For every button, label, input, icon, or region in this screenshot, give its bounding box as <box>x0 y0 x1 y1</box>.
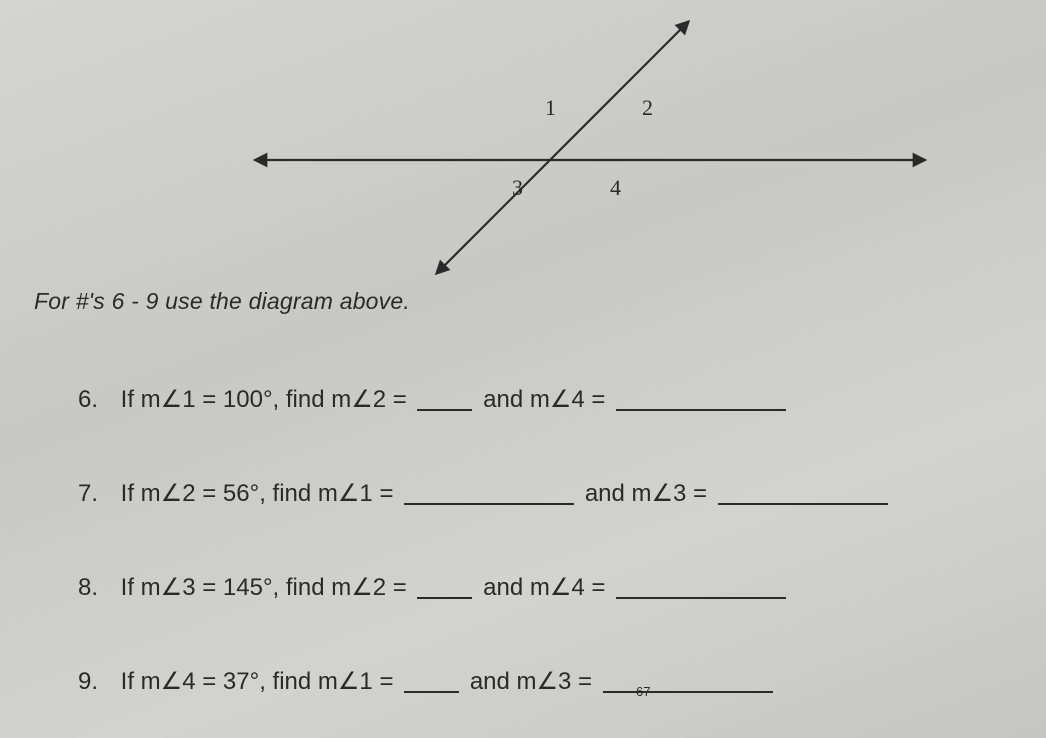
answer-blank[interactable] <box>404 478 574 505</box>
diagram-svg: 1 2 3 4 <box>230 10 930 280</box>
problem-9: 9. If m∠4 = 37°, find m∠1 = and m∠3 = 67 <box>78 662 978 696</box>
answer-blank[interactable] <box>417 572 472 599</box>
problem-text: If m∠4 = 37°, find m∠1 = <box>121 668 400 695</box>
problem-8: 8. If m∠3 = 145°, find m∠2 = and m∠4 = <box>78 568 978 602</box>
problem-number: 7. <box>78 480 114 508</box>
problem-text: If m∠2 = 56°, find m∠1 = <box>121 480 400 507</box>
angle-label-1: 1 <box>545 95 556 120</box>
answer-blank[interactable] <box>718 478 888 505</box>
answer-blank[interactable] <box>404 666 459 693</box>
problems-list: 6. If m∠1 = 100°, find m∠2 = and m∠4 = 7… <box>78 380 978 738</box>
problem-number: 8. <box>78 574 114 602</box>
diagram-slant-line <box>440 25 685 270</box>
answer-blank[interactable] <box>616 572 786 599</box>
angle-label-4: 4 <box>610 175 621 200</box>
answer-blank[interactable] <box>616 384 786 411</box>
problem-number: 6. <box>78 386 114 414</box>
answer-blank[interactable] <box>417 384 472 411</box>
problem-text: If m∠1 = 100°, find m∠2 = <box>121 386 414 413</box>
problem-7: 7. If m∠2 = 56°, find m∠1 = and m∠3 = <box>78 474 978 508</box>
answer-blank[interactable] <box>603 666 773 693</box>
angle-label-3: 3 <box>512 175 523 200</box>
problem-text: If m∠3 = 145°, find m∠2 = <box>121 574 414 601</box>
angle-label-2: 2 <box>642 95 653 120</box>
angle-diagram: 1 2 3 4 <box>230 10 930 270</box>
handwritten-overwrite: 67 <box>636 684 650 699</box>
problem-number: 9. <box>78 668 114 696</box>
problem-6: 6. If m∠1 = 100°, find m∠2 = and m∠4 = <box>78 380 978 414</box>
instructions-text: For #'s 6 - 9 use the diagram above. <box>34 288 410 315</box>
